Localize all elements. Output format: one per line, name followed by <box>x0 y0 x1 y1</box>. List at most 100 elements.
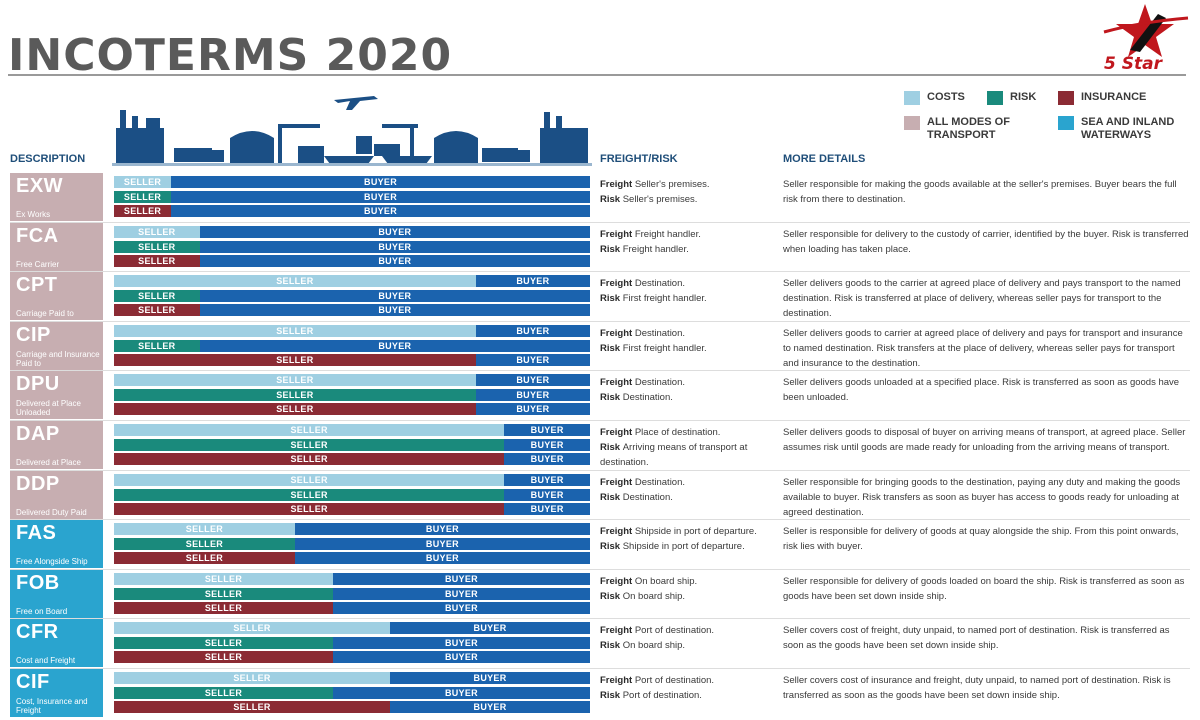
term-code: CFR <box>16 621 59 643</box>
term-dap: DAP Delivered at Place <box>10 421 103 469</box>
more-details-text: Seller responsible for making the goods … <box>783 179 1177 205</box>
seller-segment: SELLER <box>114 622 391 634</box>
seller-segment: SELLER <box>114 672 391 684</box>
responsibility-bar-insurance: SELLER BUYER <box>114 304 590 316</box>
seller-segment: SELLER <box>114 602 333 614</box>
responsibility-bar-cost: SELLER BUYER <box>114 325 590 337</box>
buyer-segment: BUYER <box>294 552 590 564</box>
seller-segment: SELLER <box>114 552 295 564</box>
page-title: INCOTERMS 2020 <box>8 30 453 81</box>
seller-segment: SELLER <box>114 340 200 352</box>
buyer-segment: BUYER <box>504 489 590 501</box>
seller-segment: SELLER <box>114 573 333 585</box>
more-details-text: Seller delivers goods to carrier at agre… <box>783 328 1183 369</box>
term-name: Carriage and Insurance Paid to <box>16 350 100 368</box>
responsibility-bar-risk: SELLER BUYER <box>114 489 590 501</box>
buyer-segment: BUYER <box>171 176 590 188</box>
term-exw: EXW Ex Works <box>10 173 103 221</box>
term-name: Cost, Insurance and Freight <box>16 697 88 715</box>
buyer-segment: BUYER <box>332 602 590 614</box>
legend-risk-label: RISK <box>1010 91 1037 103</box>
legend-all-modes-label: ALL MODES OF TRANSPORT <box>927 116 1010 141</box>
buyer-segment: BUYER <box>475 325 590 337</box>
seller-segment: SELLER <box>114 474 505 486</box>
header-freight-risk: FREIGHT/RISK <box>600 153 678 165</box>
responsibility-bar-insurance: SELLER BUYER <box>114 602 590 614</box>
freight-risk-text: Freight Port of destination. Risk On boar… <box>600 623 778 653</box>
costs-swatch <box>904 91 920 105</box>
freight-risk-text: Freight Destination. Risk Destination. <box>600 375 778 405</box>
term-code: CPT <box>16 274 58 296</box>
risk-line: Risk On board ship. <box>600 591 686 602</box>
more-details-text: Seller responsible for delivery to the c… <box>783 229 1189 255</box>
responsibility-bar-cost: SELLER BUYER <box>114 622 590 634</box>
responsibility-bar-risk: SELLER BUYER <box>114 439 590 451</box>
seller-segment: SELLER <box>114 403 476 415</box>
seller-segment: SELLER <box>114 255 200 267</box>
freight-line: Freight Seller's premises. <box>600 179 710 190</box>
term-code: FCA <box>16 225 59 247</box>
freight-line: Freight On board ship. <box>600 576 698 587</box>
buyer-segment: BUYER <box>332 651 590 663</box>
buyer-segment: BUYER <box>199 255 590 267</box>
term-name: Delivered at Place <box>16 458 81 467</box>
buyer-segment: BUYER <box>504 424 590 436</box>
responsibility-bar-risk: SELLER BUYER <box>114 538 590 550</box>
seller-segment: SELLER <box>114 325 476 337</box>
responsibility-bar-insurance: SELLER BUYER <box>114 453 590 465</box>
seller-segment: SELLER <box>114 651 333 663</box>
term-code: EXW <box>16 175 64 197</box>
row-divider <box>10 618 1190 619</box>
term-fob: FOB Free on Board <box>10 570 103 618</box>
responsibility-bar-risk: SELLER BUYER <box>114 191 590 203</box>
seller-segment: SELLER <box>114 439 505 451</box>
header-more-details: MORE DETAILS <box>783 153 866 165</box>
term-ddp: DDP Delivered Duty Paid <box>10 471 103 519</box>
row-divider <box>10 569 1190 570</box>
legend-costs: COSTS <box>904 91 965 105</box>
seller-segment: SELLER <box>114 205 172 217</box>
insurance-swatch <box>1058 91 1074 105</box>
buyer-segment: BUYER <box>504 439 590 451</box>
freight-line: Freight Shipside in port of departure. <box>600 526 757 537</box>
term-cip: CIP Carriage and Insurance Paid to <box>10 322 103 370</box>
responsibility-bar-insurance: SELLER BUYER <box>114 651 590 663</box>
seller-segment: SELLER <box>114 191 172 203</box>
buyer-segment: BUYER <box>504 503 590 515</box>
risk-line: Risk Arriving means of transport at dest… <box>600 442 748 468</box>
responsibility-bar-risk: SELLER BUYER <box>114 290 590 302</box>
risk-swatch <box>987 91 1003 105</box>
transport-illustration <box>112 96 592 166</box>
freight-risk-text: Freight Place of destination. Risk Arrivi… <box>600 425 778 470</box>
term-dpu: DPU Delivered at Place Unloaded <box>10 371 103 419</box>
risk-line: Risk Destination. <box>600 492 673 503</box>
legend-costs-label: COSTS <box>927 91 965 103</box>
sea-swatch <box>1058 116 1074 130</box>
responsibility-bar-risk: SELLER BUYER <box>114 340 590 352</box>
responsibility-bar-cost: SELLER BUYER <box>114 424 590 436</box>
risk-line: Risk Shipside in port of departure. <box>600 541 745 552</box>
seller-segment: SELLER <box>114 354 476 366</box>
seller-segment: SELLER <box>114 503 505 515</box>
buyer-segment: BUYER <box>171 205 590 217</box>
seller-segment: SELLER <box>114 453 505 465</box>
responsibility-bar-insurance: SELLER BUYER <box>114 354 590 366</box>
more-details-text: Seller delivers goods unloaded at a spec… <box>783 377 1180 403</box>
row-divider <box>10 519 1190 520</box>
freight-risk-text: Freight Freight handler. Risk Freight han… <box>600 227 778 257</box>
responsibility-bar-cost: SELLER BUYER <box>114 275 590 287</box>
star-logo-icon <box>1103 4 1189 57</box>
legend-insurance-label: INSURANCE <box>1081 91 1147 103</box>
buyer-segment: BUYER <box>390 672 590 684</box>
buyer-segment: BUYER <box>294 538 590 550</box>
legend-insurance: INSURANCE <box>1058 91 1146 105</box>
seller-segment: SELLER <box>114 226 200 238</box>
freight-risk-text: Freight Destination. Risk First freight h… <box>600 326 778 356</box>
term-code: FAS <box>16 522 57 544</box>
responsibility-bar-cost: SELLER BUYER <box>114 176 590 188</box>
term-code: DDP <box>16 473 60 495</box>
freight-risk-text: Freight Destination. Risk First freight h… <box>600 276 778 306</box>
term-name: Delivered at Place Unloaded <box>16 399 81 417</box>
legend-sea: SEA AND INLAND WATERWAYS <box>1058 116 1193 142</box>
term-code: FOB <box>16 572 60 594</box>
